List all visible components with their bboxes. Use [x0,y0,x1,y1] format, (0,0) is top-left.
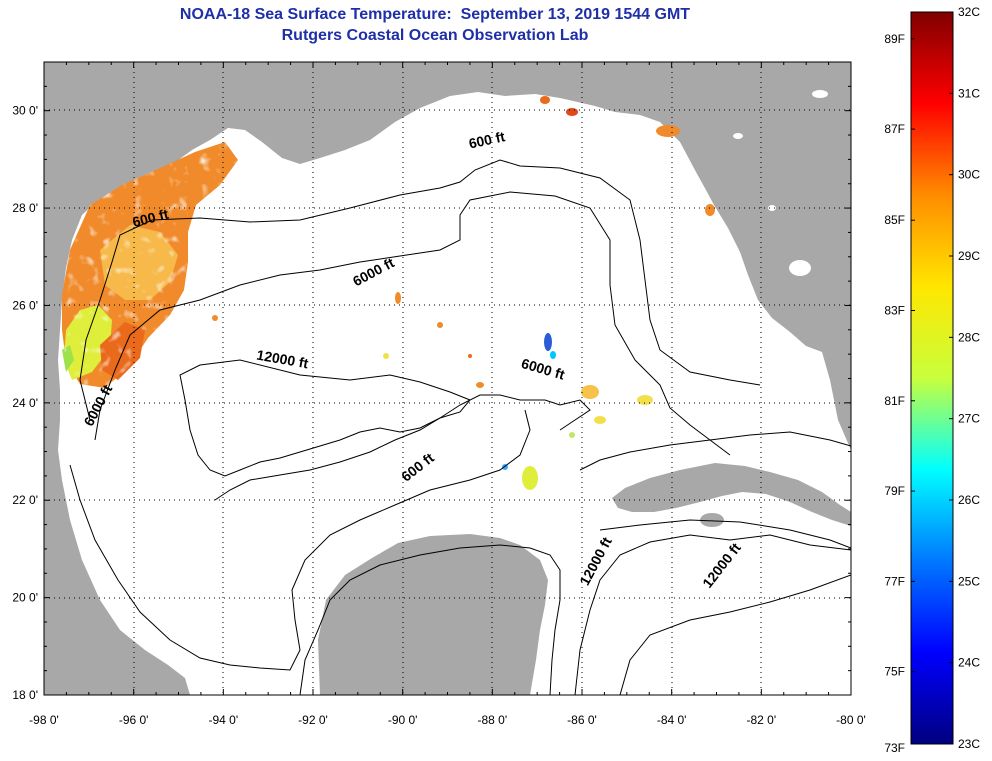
latitude-label: 28 0' [12,201,38,215]
longitude-label: -88 0' [478,713,508,727]
contour-florida-shelf [579,431,851,471]
land-cuba [612,463,851,526]
celsius-label: 31C [958,86,980,100]
celsius-label: 28C [958,330,980,344]
celsius-label: 23C [958,737,980,751]
fahrenheit-label: 73F [884,741,905,755]
latitude-label: 22 0' [12,493,38,507]
latitude-labels: 18 0' 20 0' 22 0' 24 0' 26 0' 28 0' 30 0' [12,104,38,702]
colorbar-celsius-labels: 32C 31C 30C 29C 28C 27C 26C 25C 24C 23C [958,5,980,751]
contour-6000ft-caribbean [619,574,851,695]
celsius-label: 30C [958,168,980,182]
longitude-label: -92 0' [298,713,328,727]
title-line-1: NOAA-18 Sea Surface Temperature: Septemb… [179,6,691,23]
land-isle-of-youth [700,513,724,527]
contour-600ft-north [79,159,761,421]
longitude-label: -82 0' [747,713,777,727]
colorbar-gradient [910,11,954,745]
fahrenheit-label: 85F [884,213,905,227]
contour-12000ft-caribbean [574,534,851,695]
fahrenheit-label: 79F [884,484,905,498]
fahrenheit-label: 83F [884,303,905,317]
latitude-label: 24 0' [12,396,38,410]
fahrenheit-label: 89F [884,32,905,46]
latitude-label: 26 0' [12,298,38,312]
sst-map: -98 0' -96 0' -94 0' -92 0' -90 0' -88 0' -86 … [12,61,866,727]
isobath-contours [69,159,851,695]
celsius-label: 32C [958,5,980,19]
contour-6000ft-south [214,394,591,501]
celsius-label: 29C [958,249,980,263]
longitude-label: -98 0' [29,713,59,727]
celsius-label: 25C [958,574,980,588]
fahrenheit-label: 87F [884,122,905,136]
land-yucatan [318,534,548,695]
celsius-label: 24C [958,656,980,670]
fahrenheit-label: 81F [884,394,905,408]
longitude-label: -86 0' [567,713,597,727]
contour-6000ft [94,191,731,456]
land-north-america [44,62,851,695]
latitude-label: 20 0' [12,591,38,605]
sst-data [62,96,715,490]
longitude-label: -94 0' [209,713,239,727]
celsius-label: 27C [958,412,980,426]
contour-600ft-west [69,409,531,671]
contour-12000ft [179,359,471,477]
isobath-label: 600 ft [467,128,506,151]
longitude-label: -90 0' [388,713,418,727]
map-title: NOAA-18 Sea Surface Temperature: Septemb… [0,4,870,46]
longitude-label: -96 0' [119,713,149,727]
graticule [44,62,851,695]
latitude-label: 18 0' [12,688,38,702]
longitude-label: -80 0' [836,713,866,727]
colorbar-ticks [911,11,953,745]
fahrenheit-label: 77F [884,574,905,588]
fahrenheit-label: 75F [884,665,905,679]
tick-marks [43,61,852,696]
contour-cuba-south [599,519,851,549]
title-line-2: Rutgers Coastal Ocean Observation Lab [281,27,589,44]
latitude-label: 30 0' [12,104,38,118]
longitude-label: -84 0' [657,713,687,727]
celsius-label: 26C [958,493,980,507]
contour-600ft-yucatan [299,544,561,695]
longitude-labels: -98 0' -96 0' -94 0' -92 0' -90 0' -88 0' -86 … [29,713,866,727]
land-inland-water [594,90,828,276]
colorbar-fahrenheit-labels: 89F 87F 85F 83F 81F 79F 77F 75F 73F [884,32,905,755]
land-masses [44,62,851,695]
